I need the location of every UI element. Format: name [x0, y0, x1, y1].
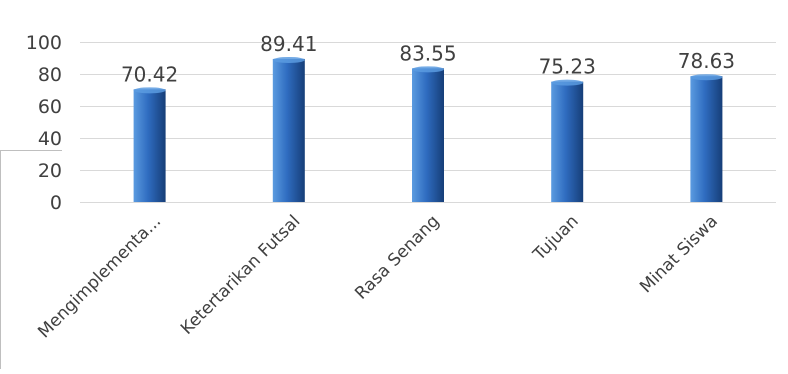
x-tick-label: Rasa Senang: [351, 211, 443, 303]
y-tick-label: 40: [38, 128, 62, 150]
x-tick-label: Tujuan: [529, 211, 583, 265]
data-label: 75.23: [539, 55, 596, 79]
data-labels: 70.42 89.41 83.55 75.23 78.63: [121, 32, 735, 86]
x-tick-label: Minat Siswa: [636, 211, 722, 297]
x-axis-tick-labels: Mengimplementa... Ketertarikan Futsal Rasa…: [34, 211, 722, 342]
bar: [690, 74, 723, 202]
bar: [133, 87, 166, 202]
data-label: 70.42: [121, 62, 178, 86]
y-tick-label: 0: [50, 192, 62, 214]
y-tick-label: 80: [38, 64, 62, 86]
bar: [272, 56, 305, 202]
bars: [133, 56, 723, 202]
x-tick-label: Ketertarikan Futsal: [177, 211, 304, 338]
data-label: 89.41: [260, 32, 317, 56]
y-tick-label: 100: [26, 32, 62, 54]
bar: [551, 79, 584, 202]
y-tick-label: 20: [38, 160, 62, 182]
data-label: 78.63: [678, 49, 735, 73]
data-label: 83.55: [399, 41, 456, 65]
x-tick-label: Mengimplementa...: [34, 211, 165, 342]
y-axis-tick-labels: 0 20 40 60 80 100: [26, 32, 62, 214]
bar: [412, 66, 444, 202]
y-tick-label: 60: [38, 96, 62, 118]
